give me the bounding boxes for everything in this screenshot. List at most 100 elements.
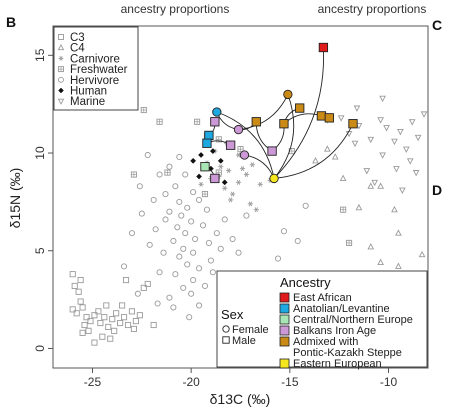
data-point-hervivore — [207, 257, 214, 264]
data-point-hervivore — [152, 226, 159, 233]
data-point-hervivore — [196, 302, 203, 309]
data-point-c3 — [97, 320, 104, 327]
data-point-hervivore — [174, 224, 181, 231]
data-point-marine — [351, 140, 359, 148]
y-tick-label: 10 — [33, 146, 47, 160]
legend-label-carnivore: Carnivore — [70, 53, 120, 65]
data-point-c3 — [69, 271, 76, 278]
data-point-c3 — [77, 277, 84, 284]
data-point-marine — [367, 136, 375, 144]
data-point-c3 — [83, 314, 90, 321]
legend-label: Anatolian/Levantine — [293, 303, 390, 315]
data-point-hervivore — [166, 208, 173, 215]
data-point-c3 — [144, 280, 151, 288]
data-point-c3 — [121, 314, 128, 321]
data-point-hervivore — [176, 253, 183, 260]
data-point-hervivore — [138, 210, 145, 217]
data-point-hervivore — [217, 245, 224, 252]
ancestry-point — [318, 42, 329, 53]
data-point-c4 — [377, 258, 384, 265]
data-point-c3 — [122, 277, 130, 284]
data-point-hervivore — [166, 163, 173, 170]
ancestry-point — [316, 111, 327, 121]
data-point-hervivore — [176, 153, 183, 160]
data-point-c4 — [395, 262, 402, 269]
ancestry-point — [200, 162, 210, 172]
ancestry-point — [210, 173, 220, 184]
ancestry-point — [204, 130, 214, 141]
ancestry-point — [267, 146, 277, 156]
legend-label: East African — [293, 292, 352, 304]
data-point-c3 — [136, 312, 143, 319]
data-point-c3 — [95, 308, 102, 315]
data-point-marine — [414, 134, 422, 142]
legend-swatch — [279, 358, 290, 369]
data-point-human — [190, 157, 197, 164]
ancestry-point — [251, 117, 261, 127]
data-point-c3 — [124, 321, 132, 329]
data-point-hervivore — [172, 183, 179, 190]
data-point-hervivore — [162, 216, 169, 223]
data-point-c3 — [77, 298, 84, 305]
ancestry-legend-box — [216, 270, 428, 368]
reference-legend: C3C4CarnivoreFreshwaterHervivoreHumanMar… — [53, 26, 139, 111]
data-point-marine — [383, 125, 390, 132]
legend-label-marine: Marine — [70, 96, 105, 108]
data-point-hervivore — [146, 241, 153, 248]
data-point-hervivore — [199, 222, 207, 229]
legend-marker-marine — [57, 98, 65, 105]
data-point-c3 — [150, 321, 157, 329]
ancestry-link — [216, 111, 275, 179]
data-point-c4 — [355, 203, 363, 211]
legend-label-human: Human — [70, 86, 107, 98]
ancestry-point — [279, 119, 289, 129]
data-point-c4 — [323, 145, 331, 152]
panel-letter-c: C — [432, 17, 442, 33]
data-point-carnivore — [243, 172, 250, 178]
ancestry-point — [225, 140, 236, 150]
data-point-hervivore — [201, 282, 209, 289]
data-point-hervivore — [294, 237, 301, 245]
data-point-carnivore — [226, 168, 232, 174]
data-point-human — [217, 157, 224, 164]
data-point-carnivore — [253, 207, 259, 213]
x-tick-label: -10 — [380, 375, 398, 389]
data-point-hervivore — [302, 202, 309, 209]
data-point-carnivore — [230, 191, 236, 197]
data-point-hervivore — [121, 263, 128, 270]
legend-marker-c3 — [58, 34, 64, 40]
data-point-marine — [377, 117, 384, 124]
y-tick-label: 5 — [33, 247, 47, 254]
data-point-c3 — [99, 333, 106, 340]
x-tick-label: -25 — [84, 375, 102, 389]
data-point-c3 — [79, 329, 86, 336]
data-point-hervivore — [235, 249, 242, 256]
data-point-hervivore — [184, 261, 191, 268]
data-point-hervivore — [150, 196, 157, 203]
reference-legend-box — [53, 26, 139, 111]
data-point-c3 — [130, 325, 137, 332]
data-point-marine — [402, 146, 410, 153]
data-point-c3 — [119, 302, 126, 309]
legend-label: Central/Northern Europe — [293, 314, 413, 326]
data-point-c3 — [132, 318, 139, 325]
legend-label-freshwater: Freshwater — [70, 64, 128, 76]
legend-label-hervivore: Hervivore — [70, 75, 119, 87]
data-point-marine — [379, 95, 386, 103]
ancestry-link — [283, 113, 322, 125]
data-point-c3 — [107, 335, 114, 342]
data-point-carnivore — [198, 181, 204, 187]
ancestry-link — [273, 47, 325, 179]
data-point-hervivore — [178, 212, 185, 219]
ancestry-point — [202, 138, 212, 148]
data-point-hervivore — [182, 230, 189, 237]
sex-legend-label: Male — [232, 335, 256, 347]
sex-legend-label: Female — [232, 324, 269, 336]
data-point-c3 — [105, 323, 112, 331]
x-tick-label: -15 — [281, 375, 299, 389]
data-point-c3 — [73, 310, 80, 317]
axis-ticks: -25 -20 -15 -10 0 5 10 15 — [33, 48, 398, 389]
data-point-hervivore — [188, 218, 195, 225]
